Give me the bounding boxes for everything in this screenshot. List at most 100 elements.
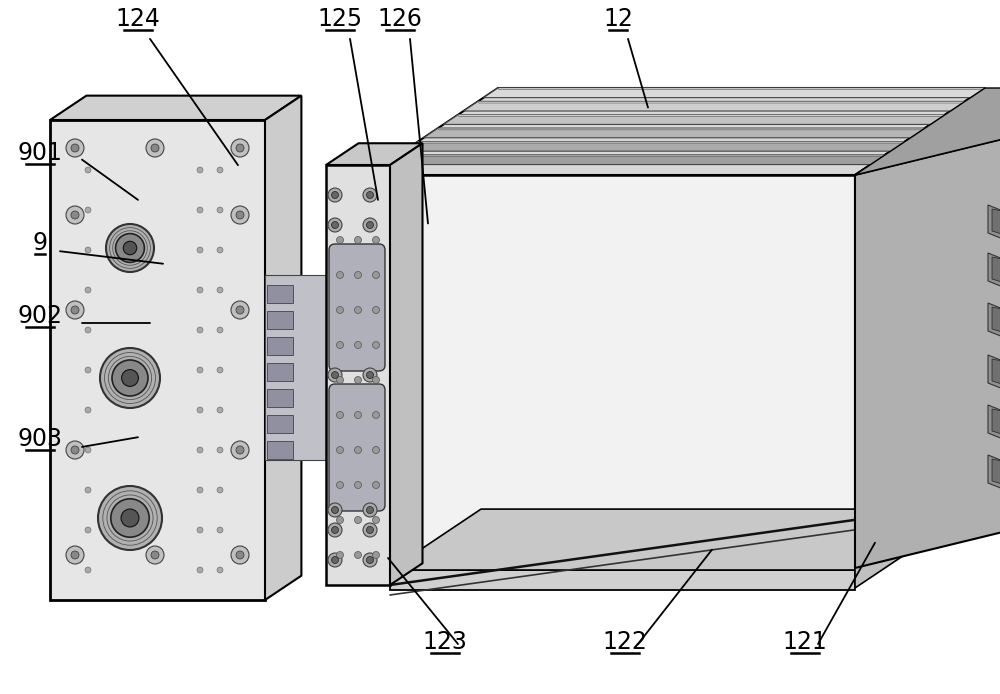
Circle shape xyxy=(85,367,91,373)
Text: 122: 122 xyxy=(603,629,647,654)
Circle shape xyxy=(328,218,342,232)
Circle shape xyxy=(217,567,223,573)
Circle shape xyxy=(372,412,380,418)
Circle shape xyxy=(354,271,362,278)
Circle shape xyxy=(217,247,223,253)
Circle shape xyxy=(71,306,79,314)
Text: 901: 901 xyxy=(18,141,62,165)
Circle shape xyxy=(336,237,344,244)
Circle shape xyxy=(372,552,380,559)
Circle shape xyxy=(85,207,91,213)
Text: 9: 9 xyxy=(32,231,48,255)
Circle shape xyxy=(336,377,344,384)
Circle shape xyxy=(197,407,203,413)
Polygon shape xyxy=(50,120,265,600)
Polygon shape xyxy=(326,165,390,585)
Circle shape xyxy=(217,367,223,373)
Circle shape xyxy=(66,206,84,224)
Polygon shape xyxy=(265,275,326,460)
Polygon shape xyxy=(478,101,966,103)
Circle shape xyxy=(354,341,362,348)
Circle shape xyxy=(217,207,223,213)
Circle shape xyxy=(354,516,362,523)
Polygon shape xyxy=(988,205,1000,245)
Polygon shape xyxy=(267,441,293,459)
Text: 124: 124 xyxy=(116,7,160,31)
Circle shape xyxy=(197,167,203,173)
Circle shape xyxy=(354,377,362,384)
Polygon shape xyxy=(855,88,1000,175)
Circle shape xyxy=(197,287,203,293)
Polygon shape xyxy=(267,389,293,407)
Polygon shape xyxy=(398,155,886,157)
Polygon shape xyxy=(988,303,1000,343)
Circle shape xyxy=(354,412,362,418)
Circle shape xyxy=(231,206,249,224)
Polygon shape xyxy=(368,88,985,175)
Polygon shape xyxy=(438,128,926,130)
Circle shape xyxy=(354,307,362,314)
Circle shape xyxy=(197,447,203,453)
Circle shape xyxy=(197,567,203,573)
Circle shape xyxy=(85,167,91,173)
Text: 125: 125 xyxy=(317,7,363,31)
Polygon shape xyxy=(992,257,1000,285)
Circle shape xyxy=(328,503,342,517)
Circle shape xyxy=(217,487,223,493)
Polygon shape xyxy=(267,415,293,433)
Circle shape xyxy=(372,307,380,314)
Circle shape xyxy=(372,516,380,523)
Circle shape xyxy=(71,551,79,559)
Circle shape xyxy=(363,188,377,202)
Circle shape xyxy=(217,447,223,453)
Circle shape xyxy=(366,371,374,378)
Polygon shape xyxy=(267,311,293,329)
Polygon shape xyxy=(50,96,301,120)
Polygon shape xyxy=(855,88,985,568)
Circle shape xyxy=(217,287,223,293)
Circle shape xyxy=(236,211,244,219)
Circle shape xyxy=(336,307,344,314)
Circle shape xyxy=(85,567,91,573)
Circle shape xyxy=(363,523,377,537)
Text: 126: 126 xyxy=(378,7,422,31)
Circle shape xyxy=(236,306,244,314)
Circle shape xyxy=(336,482,344,489)
Polygon shape xyxy=(464,101,965,111)
Circle shape xyxy=(123,242,137,255)
Circle shape xyxy=(98,486,162,550)
Circle shape xyxy=(112,360,148,396)
Circle shape xyxy=(354,482,362,489)
Circle shape xyxy=(85,247,91,253)
FancyBboxPatch shape xyxy=(329,244,385,371)
Circle shape xyxy=(111,499,149,537)
Circle shape xyxy=(332,192,338,198)
Circle shape xyxy=(336,446,344,453)
Circle shape xyxy=(372,237,380,244)
Circle shape xyxy=(217,407,223,413)
Circle shape xyxy=(85,527,91,533)
Circle shape xyxy=(366,507,374,514)
Circle shape xyxy=(354,552,362,559)
Circle shape xyxy=(71,144,79,152)
Circle shape xyxy=(363,218,377,232)
Circle shape xyxy=(197,367,203,373)
Polygon shape xyxy=(384,155,885,164)
Circle shape xyxy=(217,527,223,533)
Polygon shape xyxy=(992,359,1000,387)
Circle shape xyxy=(85,487,91,493)
Polygon shape xyxy=(265,96,301,600)
Circle shape xyxy=(372,482,380,489)
Polygon shape xyxy=(267,285,293,303)
Circle shape xyxy=(336,552,344,559)
Circle shape xyxy=(332,507,338,514)
Circle shape xyxy=(328,368,342,382)
Circle shape xyxy=(146,139,164,157)
Polygon shape xyxy=(992,307,1000,335)
Circle shape xyxy=(217,167,223,173)
Polygon shape xyxy=(992,409,1000,437)
Polygon shape xyxy=(458,115,946,117)
Circle shape xyxy=(66,301,84,319)
Circle shape xyxy=(197,487,203,493)
Polygon shape xyxy=(855,135,1000,568)
